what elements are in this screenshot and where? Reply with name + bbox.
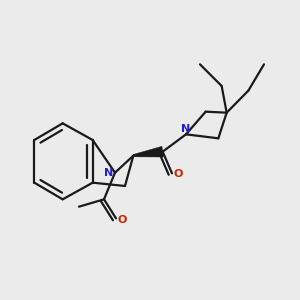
Text: N: N <box>104 168 114 178</box>
Text: O: O <box>118 215 127 225</box>
Text: O: O <box>174 169 183 179</box>
Text: N: N <box>182 124 190 134</box>
Polygon shape <box>133 146 164 157</box>
